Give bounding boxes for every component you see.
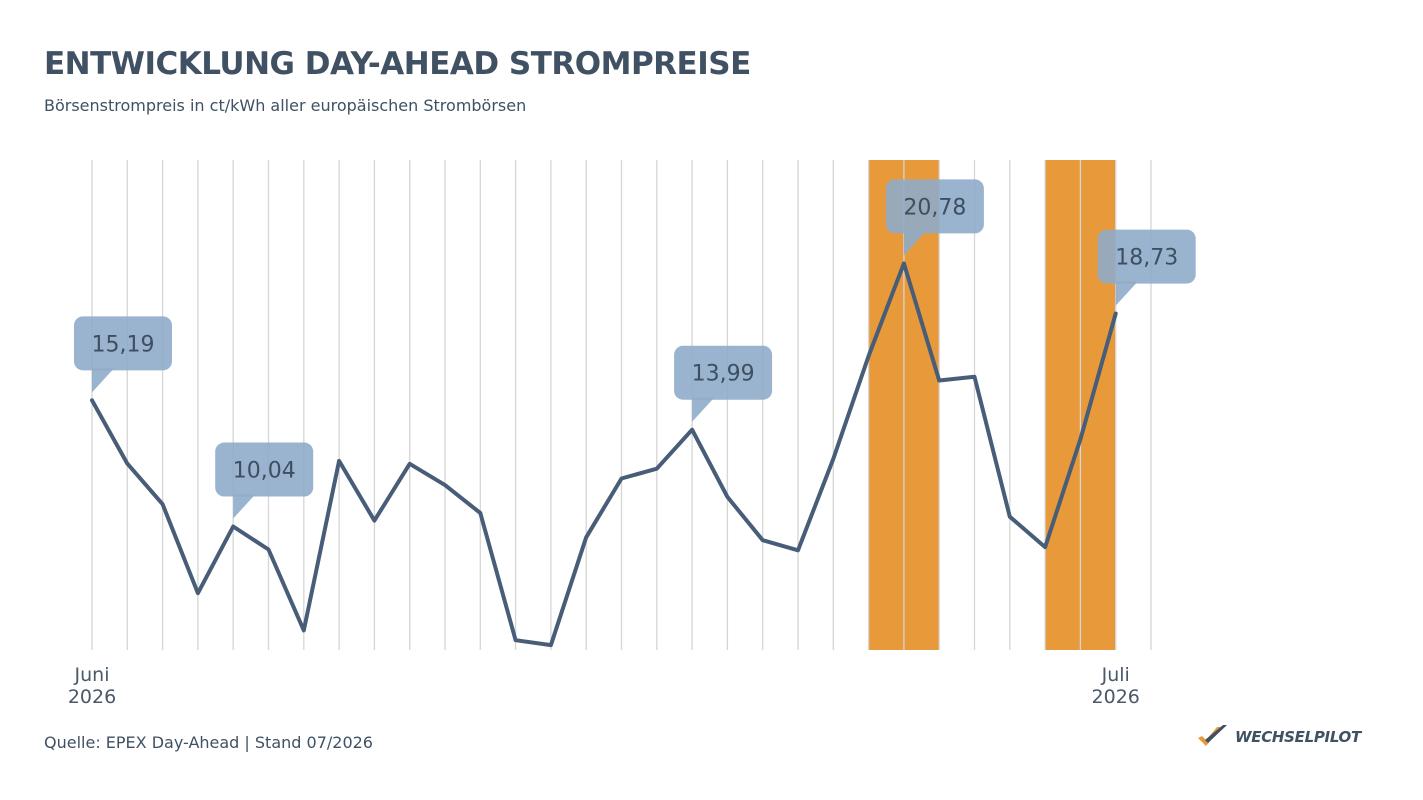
callout-box (74, 316, 172, 371)
callout-label: 15,19 (92, 332, 155, 357)
value-callout: 13,99 (674, 345, 773, 422)
callout-label: 18,73 (1115, 246, 1178, 271)
source-note: Quelle: EPEX Day-Ahead | Stand 07/2026 (44, 733, 373, 752)
callout-pointer (692, 397, 715, 422)
brand-logo: WECHSELPILOT (1197, 724, 1361, 750)
callout-box (674, 345, 773, 400)
callout-label: 10,04 (233, 459, 296, 484)
value-callout: 18,73 (1097, 229, 1196, 306)
callout-label: 13,99 (692, 362, 755, 387)
value-callout: 20,78 (885, 179, 984, 256)
callout-pointer (233, 494, 256, 519)
series-line-group (90, 261, 1118, 648)
callout-pointer (92, 368, 114, 393)
series-line (90, 261, 1118, 648)
checkmark-icon (1198, 725, 1227, 746)
value-callout: 10,04 (215, 442, 314, 519)
chart-subtitle: Börsenstrompreis in ct/kWh aller europäi… (44, 96, 527, 115)
x-tick-label: Juli (1101, 664, 1130, 686)
x-tick-year: 2026 (68, 686, 116, 708)
callout-box (215, 442, 314, 497)
callout-box (885, 179, 984, 234)
brand-name: WECHSELPILOT (1235, 728, 1361, 746)
value-callouts: 15,19 10,04 13,99 20,78 18,73 (74, 179, 1196, 519)
callout-label: 20,78 (903, 195, 966, 220)
vertical-gridlines (91, 160, 1152, 650)
chart-title: ENTWICKLUNG DAY-AHEAD STROMPREISE (44, 46, 751, 82)
x-tick-label: Juni (74, 664, 110, 686)
x-tick-year: 2026 (1092, 686, 1140, 708)
callout-pointer (903, 231, 926, 256)
callout-pointer (1115, 281, 1138, 306)
value-callout: 15,19 (74, 316, 172, 393)
callout-box (1097, 229, 1196, 284)
